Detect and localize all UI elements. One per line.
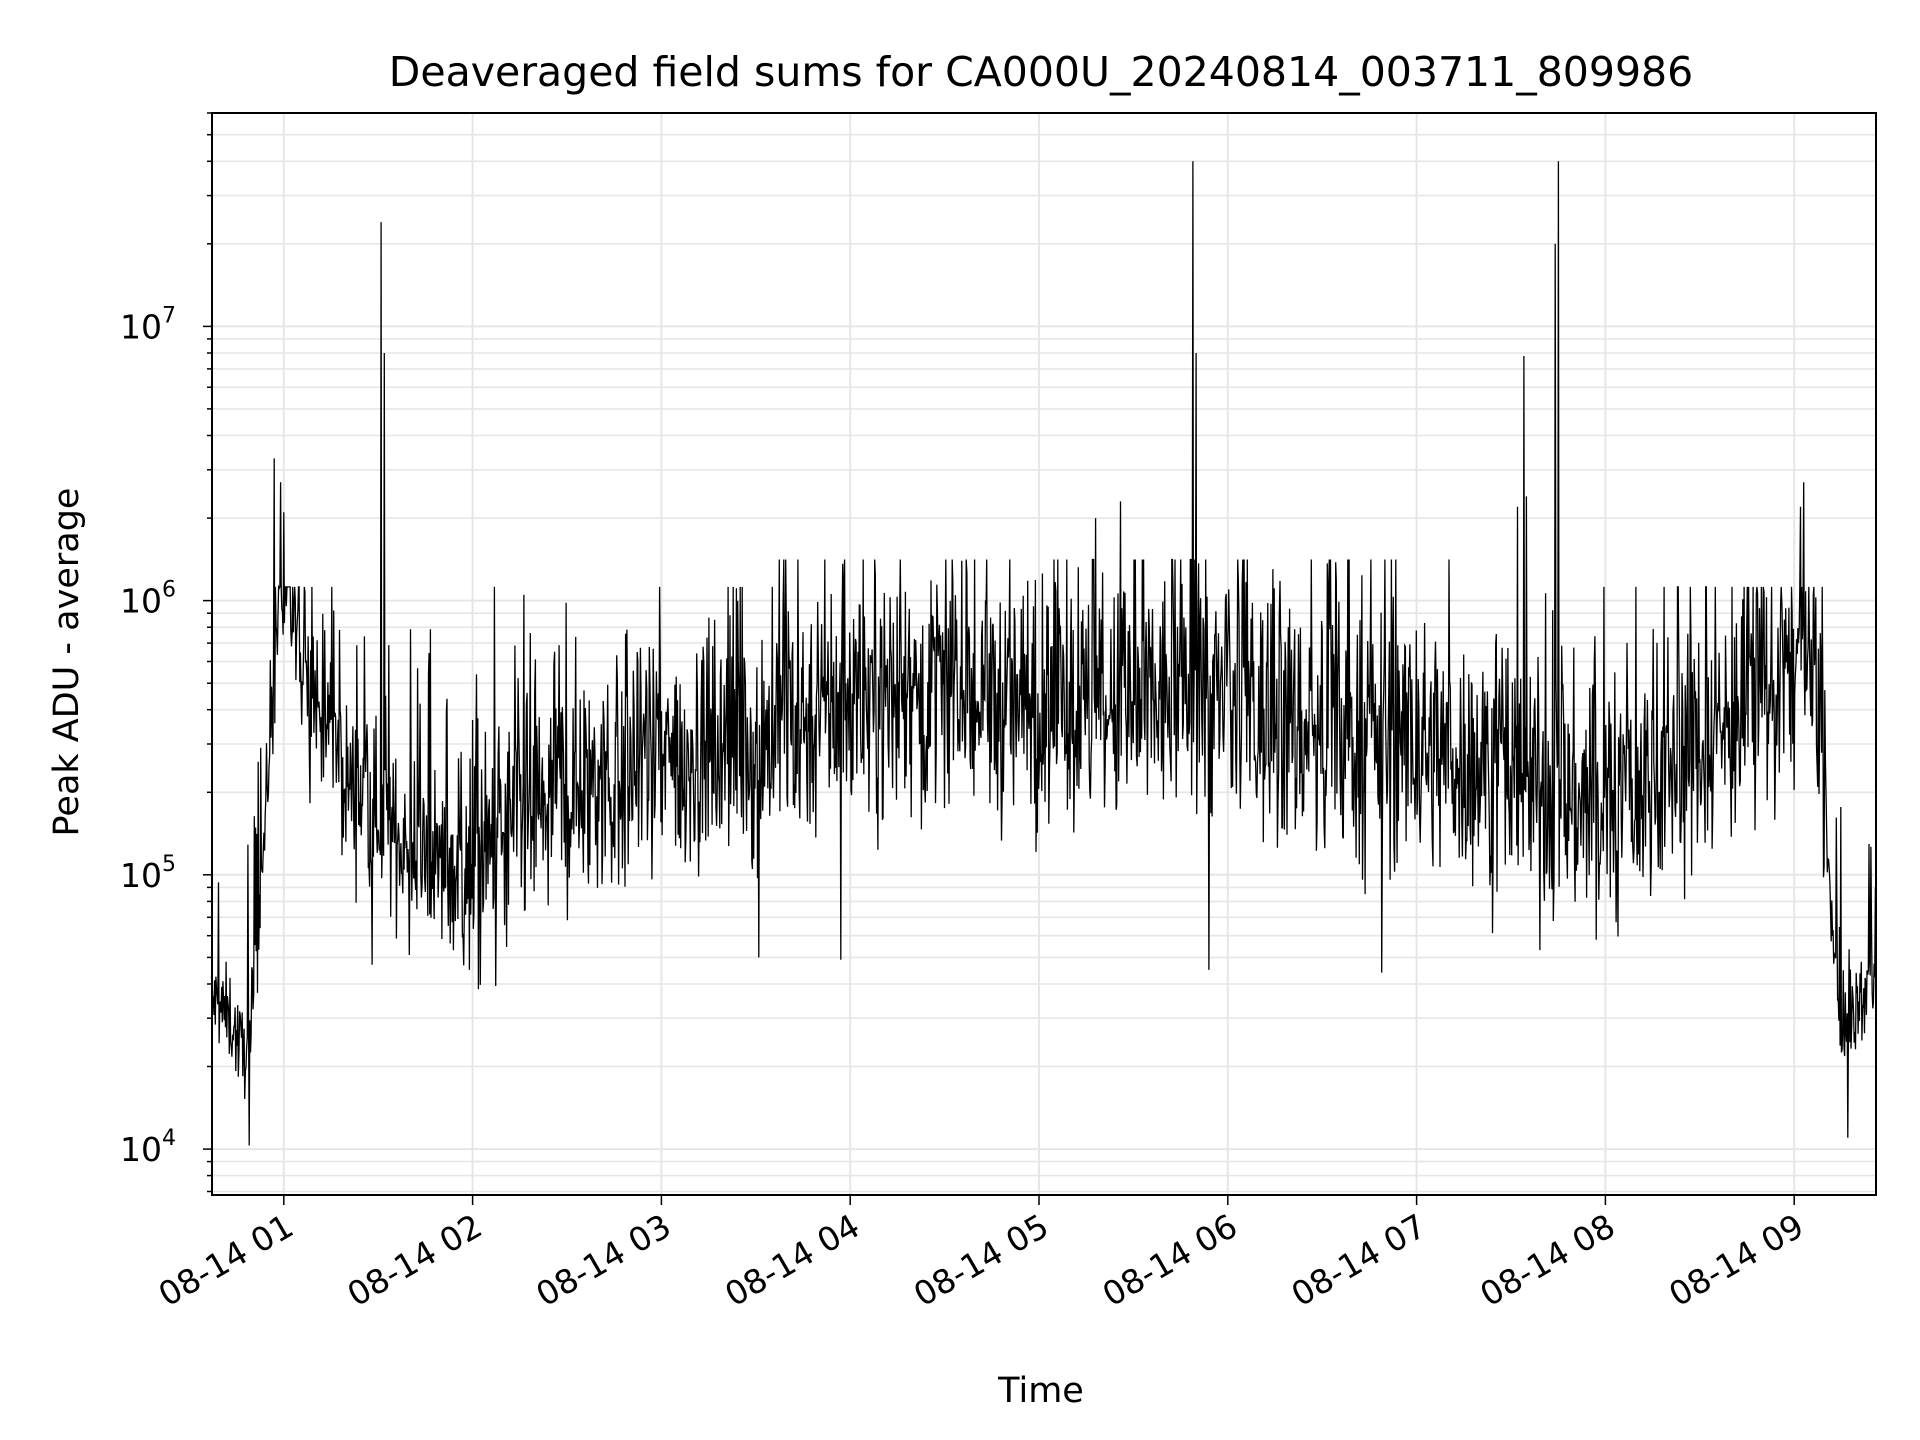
y-tick-label: 106 [120,578,176,621]
x-tick-label: 08-14 02 [341,1206,489,1314]
grid-lines [212,112,1876,1195]
x-tick-label: 08-14 08 [1473,1206,1621,1314]
series-line-group [210,161,1877,1146]
plot-frame [211,112,1877,1196]
x-tick-label: 08-14 04 [718,1206,866,1314]
x-axis-label: Time [997,1371,1084,1411]
x-tick-label: 08-14 07 [1285,1206,1433,1314]
x-tick-label: 08-14 01 [152,1206,300,1314]
y-tick-label: 105 [120,852,176,895]
y-tick-label: 104 [120,1126,176,1169]
y-axis-label: Peak ADU - average [47,488,87,837]
x-tick-label: 08-14 05 [907,1206,1055,1314]
y-tick-label: 107 [120,303,176,346]
x-tick-label: 08-14 03 [529,1206,677,1314]
x-tick-label: 08-14 09 [1662,1206,1810,1314]
series-line [210,161,1877,1146]
x-tick-label: 08-14 06 [1096,1206,1244,1314]
chart-title: Deaveraged field sums for CA000U_2024081… [389,48,1693,96]
